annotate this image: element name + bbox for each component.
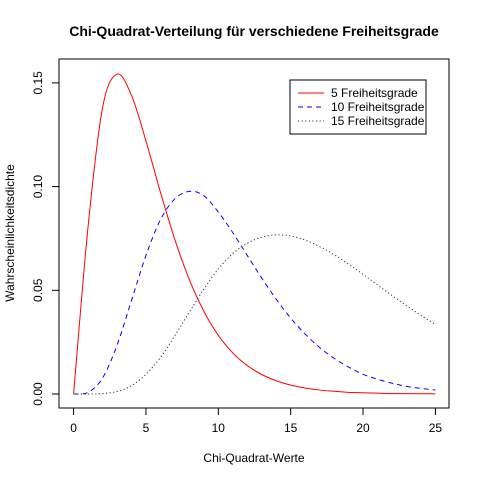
x-tick-label: 15 (284, 421, 298, 435)
y-tick-label: 0.05 (31, 278, 45, 302)
legend-label: 10 Freiheitsgrade (331, 100, 425, 114)
x-tick-label: 20 (356, 421, 370, 435)
legend-box (289, 79, 427, 135)
series-line-1 (73, 73, 436, 395)
x-axis-label: Chi-Quadrat-Werte (203, 451, 304, 465)
series-line-2 (73, 190, 436, 395)
x-tick-label: 5 (143, 421, 150, 435)
series-lines (73, 73, 436, 395)
x-tick-label: 25 (429, 421, 443, 435)
x-tick-label: 10 (212, 421, 226, 435)
legend-label: 15 Freiheitsgrade (331, 114, 425, 128)
y-tick-label: 0.10 (31, 175, 45, 199)
y-axis-label: Wahrscheinlichkeitsdichte (3, 164, 17, 302)
series-line-3 (73, 234, 436, 395)
legend-label: 5 Freiheitsgrade (331, 86, 418, 100)
axes: 0 5 10 15 20 25 0.00 0.05 0.10 0.15 (31, 71, 442, 435)
chart-title: Chi-Quadrat-Verteilung für verschiedene … (69, 23, 439, 39)
x-tick-label: 0 (70, 421, 77, 435)
y-tick-label: 0.15 (31, 71, 45, 95)
y-tick-label: 0.00 (31, 382, 45, 406)
